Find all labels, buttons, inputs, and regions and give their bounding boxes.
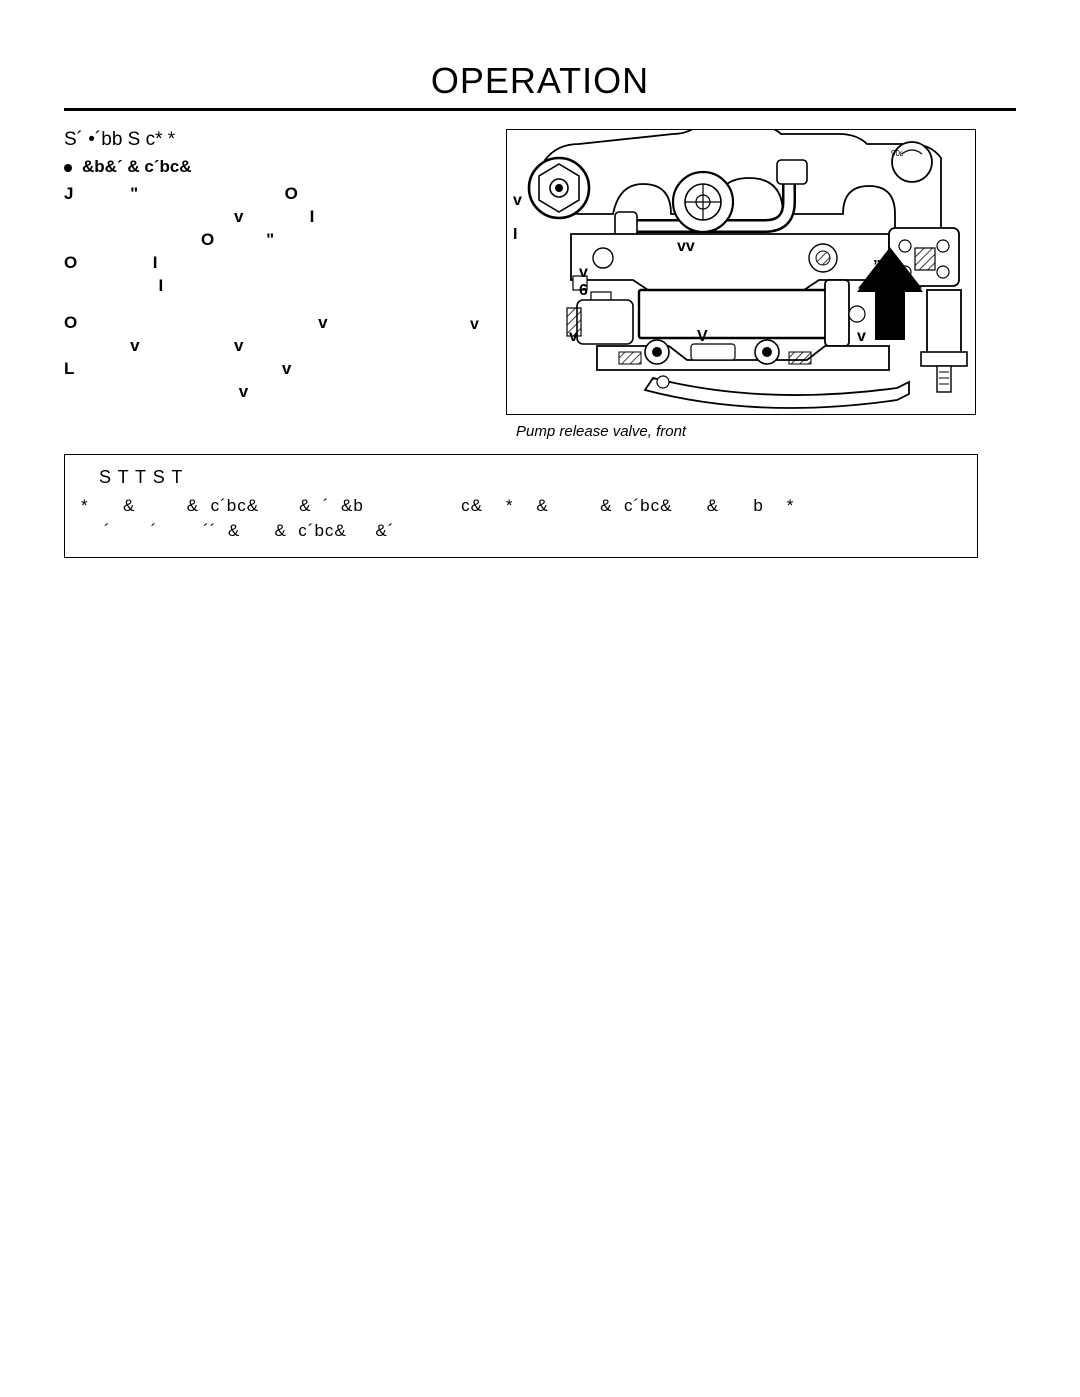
subheading: S´ •´bb S c* * [64, 129, 482, 151]
bullet-line: &b&´ & c´bc& [64, 157, 482, 177]
pump-diagram-svg: 90ε [507, 130, 975, 414]
figure-caption: Pump release valve, front [516, 423, 974, 440]
paragraph-1: J " O v I O " O I I [64, 183, 482, 298]
bullet-text: &b&´ & c´bc& [82, 157, 192, 177]
two-column-layout: S´ •´bb S c* * &b&´ & c´bc& J " O v I [64, 129, 1016, 440]
important-information-box: S T T S T * & & c´bc& & ´ &b c& * & & c´… [64, 454, 978, 558]
info-box-body: * & & c´bc& & ´ &b c& * & & c´bc& & b * … [81, 494, 961, 543]
marking-text: 90ε [891, 149, 904, 158]
section-title-bar: OPERATION [64, 60, 1016, 111]
figure-pump-release-valve: 90ε [506, 129, 976, 415]
section-title: OPERATION [64, 60, 1016, 102]
paragraph-2: O v v v L v v [64, 312, 482, 404]
bullet-icon [64, 164, 72, 172]
left-column: S´ •´bb S c* * &b&´ & c´bc& J " O v I [64, 129, 482, 417]
right-column: 90ε [506, 129, 974, 440]
manual-page: OPERATION S´ •´bb S c* * &b&´ & c´bc& J … [0, 0, 1080, 1397]
info-box-title: S T T S T [99, 467, 961, 488]
